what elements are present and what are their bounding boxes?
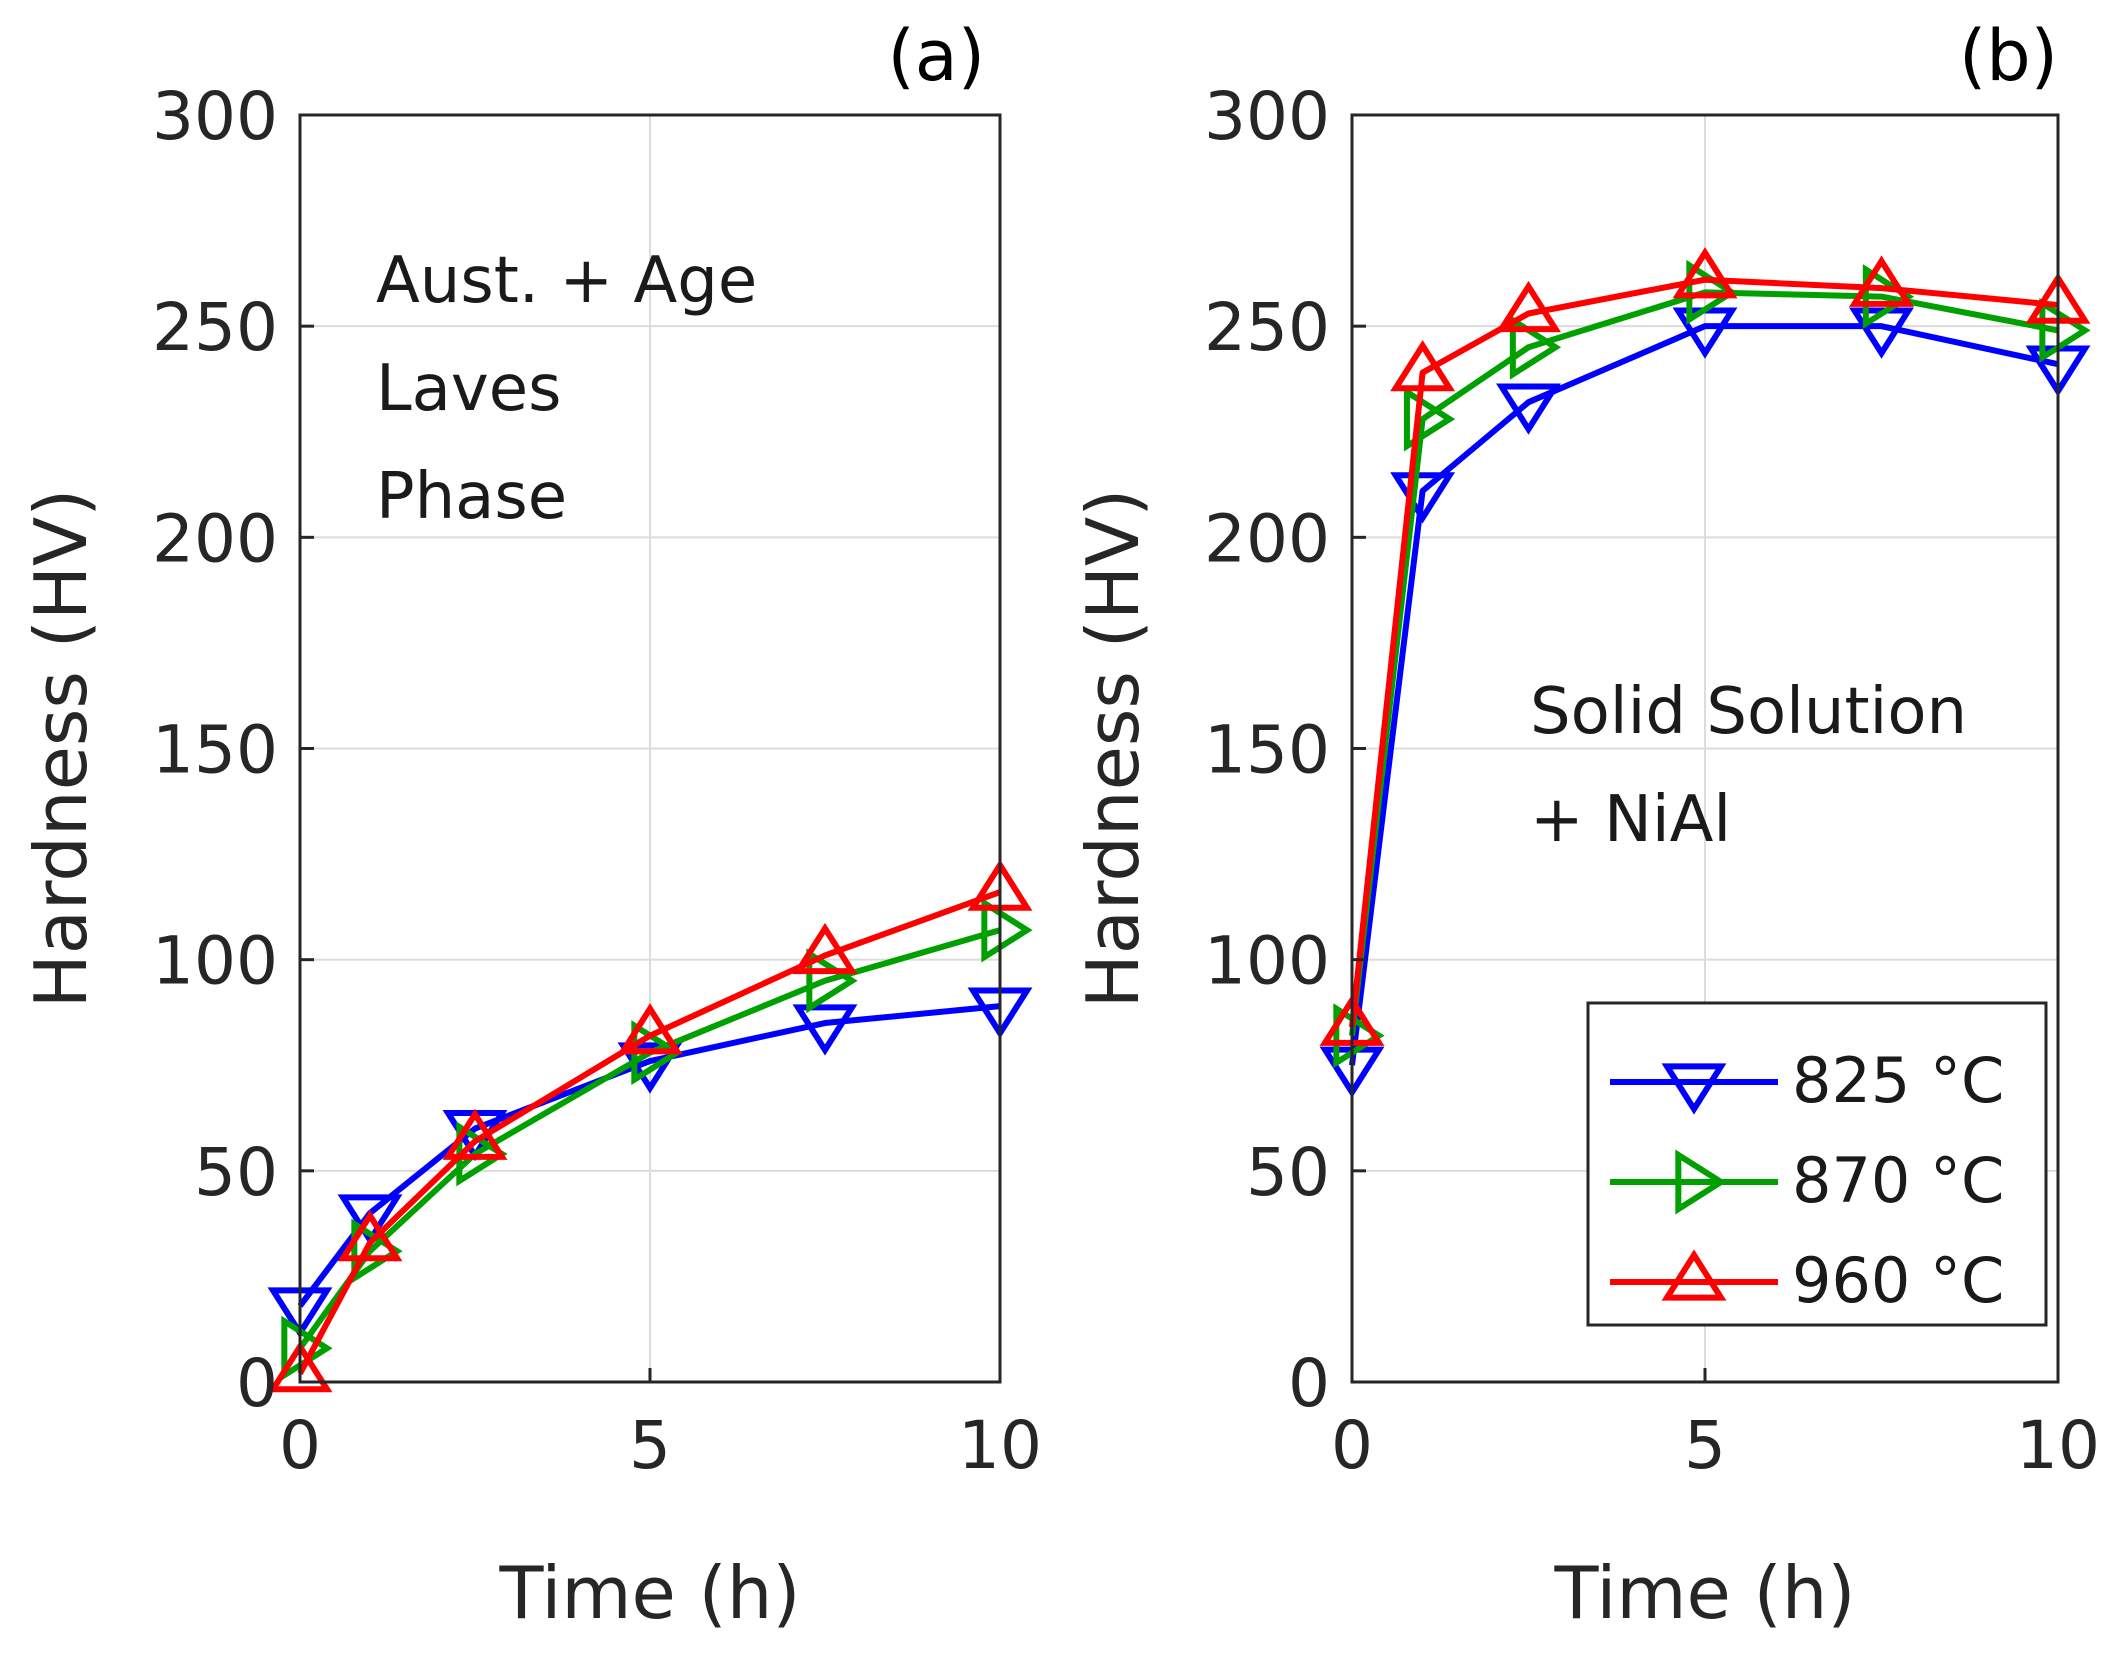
panel-a-y-tick-label-0: 0 [236, 1345, 278, 1422]
panel-b-series-1-point-0 [1333, 1003, 1385, 1069]
panel-b-x-axis-title: Time (h) [1554, 1551, 1856, 1635]
panel-a-label: (a) [887, 15, 985, 97]
panel-b-series-2-point-1 [1390, 340, 1456, 392]
panel-b-y-tick-label-5: 250 [1204, 289, 1330, 366]
legend: 825 °C 870 °C 960 °C [1586, 1001, 2048, 1327]
panel-a-x-tick-label-1: 5 [629, 1407, 671, 1484]
panel-a-y-tick-label-5: 250 [152, 289, 278, 366]
panel-b-annotation-line-2: + NiAl [1530, 783, 1731, 857]
panel-b-y-tick-label-4: 200 [1204, 500, 1330, 577]
panel-a-series-0-point-4 [792, 1004, 858, 1056]
panel-b-y-axis-title: Hardness (HV) [1071, 489, 1155, 1009]
panel-a-y-axis-title: Hardness (HV) [19, 489, 103, 1009]
legend-marker-1 [1675, 1149, 1727, 1215]
panel-a-series [267, 859, 1033, 1393]
panel-b-series-line-2 [1349, 276, 2059, 1028]
panel-b-label: (b) [1959, 15, 2058, 97]
legend-label-825: 825 °C [1792, 1044, 2004, 1117]
panel-b-series-1-point-5 [2039, 297, 2091, 363]
panel-a-x-tick-label-0: 0 [279, 1407, 321, 1484]
panel-b-x-tick-label-0: 0 [1331, 1407, 1373, 1484]
legend-marker-2 [1661, 1249, 1727, 1301]
panel-a-series-line-2 [297, 889, 1002, 1375]
panel-b-series-1-point-1 [1403, 386, 1456, 452]
legend-box [1586, 1001, 2048, 1327]
panel-a-y-tick-label-4: 200 [152, 500, 278, 577]
panel-b-y-tick-label-6: 300 [1204, 78, 1330, 155]
panel-b-series-line-0 [1349, 323, 2059, 1066]
legend-entries [1610, 1063, 1778, 1301]
panel-b-series-0-point-2 [1496, 383, 1561, 435]
panel-a-annotation-line-3: Phase [376, 460, 567, 534]
panel-a-y-tick-label-3: 150 [152, 712, 278, 789]
panel-a-series-2-point-0 [267, 1340, 333, 1393]
panel-b-series-2-point-3 [1672, 247, 1738, 299]
panel-a-series-2-point-2 [442, 1108, 508, 1160]
panel-a-series-1-point-4 [806, 948, 858, 1014]
panel-a-annotation-line-2: Laves [376, 352, 561, 426]
panel-b-y-tick-label-3: 150 [1204, 712, 1330, 789]
panel-b-x-tick-label-1: 5 [1684, 1407, 1726, 1484]
panel-a-series-2-point-1 [337, 1210, 403, 1262]
panel-b-series-1-point-2 [1509, 314, 1562, 380]
panel-a-series-1-point-5 [981, 897, 1033, 963]
panel-b-series-2-point-2 [1496, 280, 1561, 333]
panel-b-series-2-point-4 [1849, 255, 1914, 307]
panel-b-series [1319, 247, 2091, 1098]
panel-b-y-tick-label-0: 0 [1288, 1345, 1330, 1422]
panel-a-x-tick-label-2: 10 [958, 1407, 1042, 1484]
panel-a-annotation-line-1: Aust. + Age [376, 244, 757, 318]
legend-label-960: 960 °C [1792, 1244, 2004, 1317]
legend-marker-0 [1661, 1063, 1727, 1115]
panel-b-x-tick-label-2: 10 [2016, 1407, 2100, 1484]
panel-a-y-tick-label-6: 300 [152, 78, 278, 155]
panel-b-annotation-line-1: Solid Solution [1530, 675, 1967, 749]
panel-a-y-tick-label-2: 100 [152, 923, 278, 1000]
panel-a-y-tick-label-1: 50 [194, 1134, 278, 1211]
panel-a-series-2-point-4 [792, 922, 858, 975]
panel-a-x-axis-title: Time (h) [499, 1551, 801, 1635]
panel-a-series-0-point-1 [337, 1194, 403, 1246]
panel-b-y-tick-label-2: 100 [1204, 923, 1330, 1000]
panel-b-series-1-point-4 [1862, 264, 1915, 330]
panel-a-series-2-point-3 [617, 1003, 683, 1055]
legend-label-870: 870 °C [1792, 1144, 2004, 1217]
panel-b-y-tick-label-1: 50 [1246, 1134, 1330, 1211]
